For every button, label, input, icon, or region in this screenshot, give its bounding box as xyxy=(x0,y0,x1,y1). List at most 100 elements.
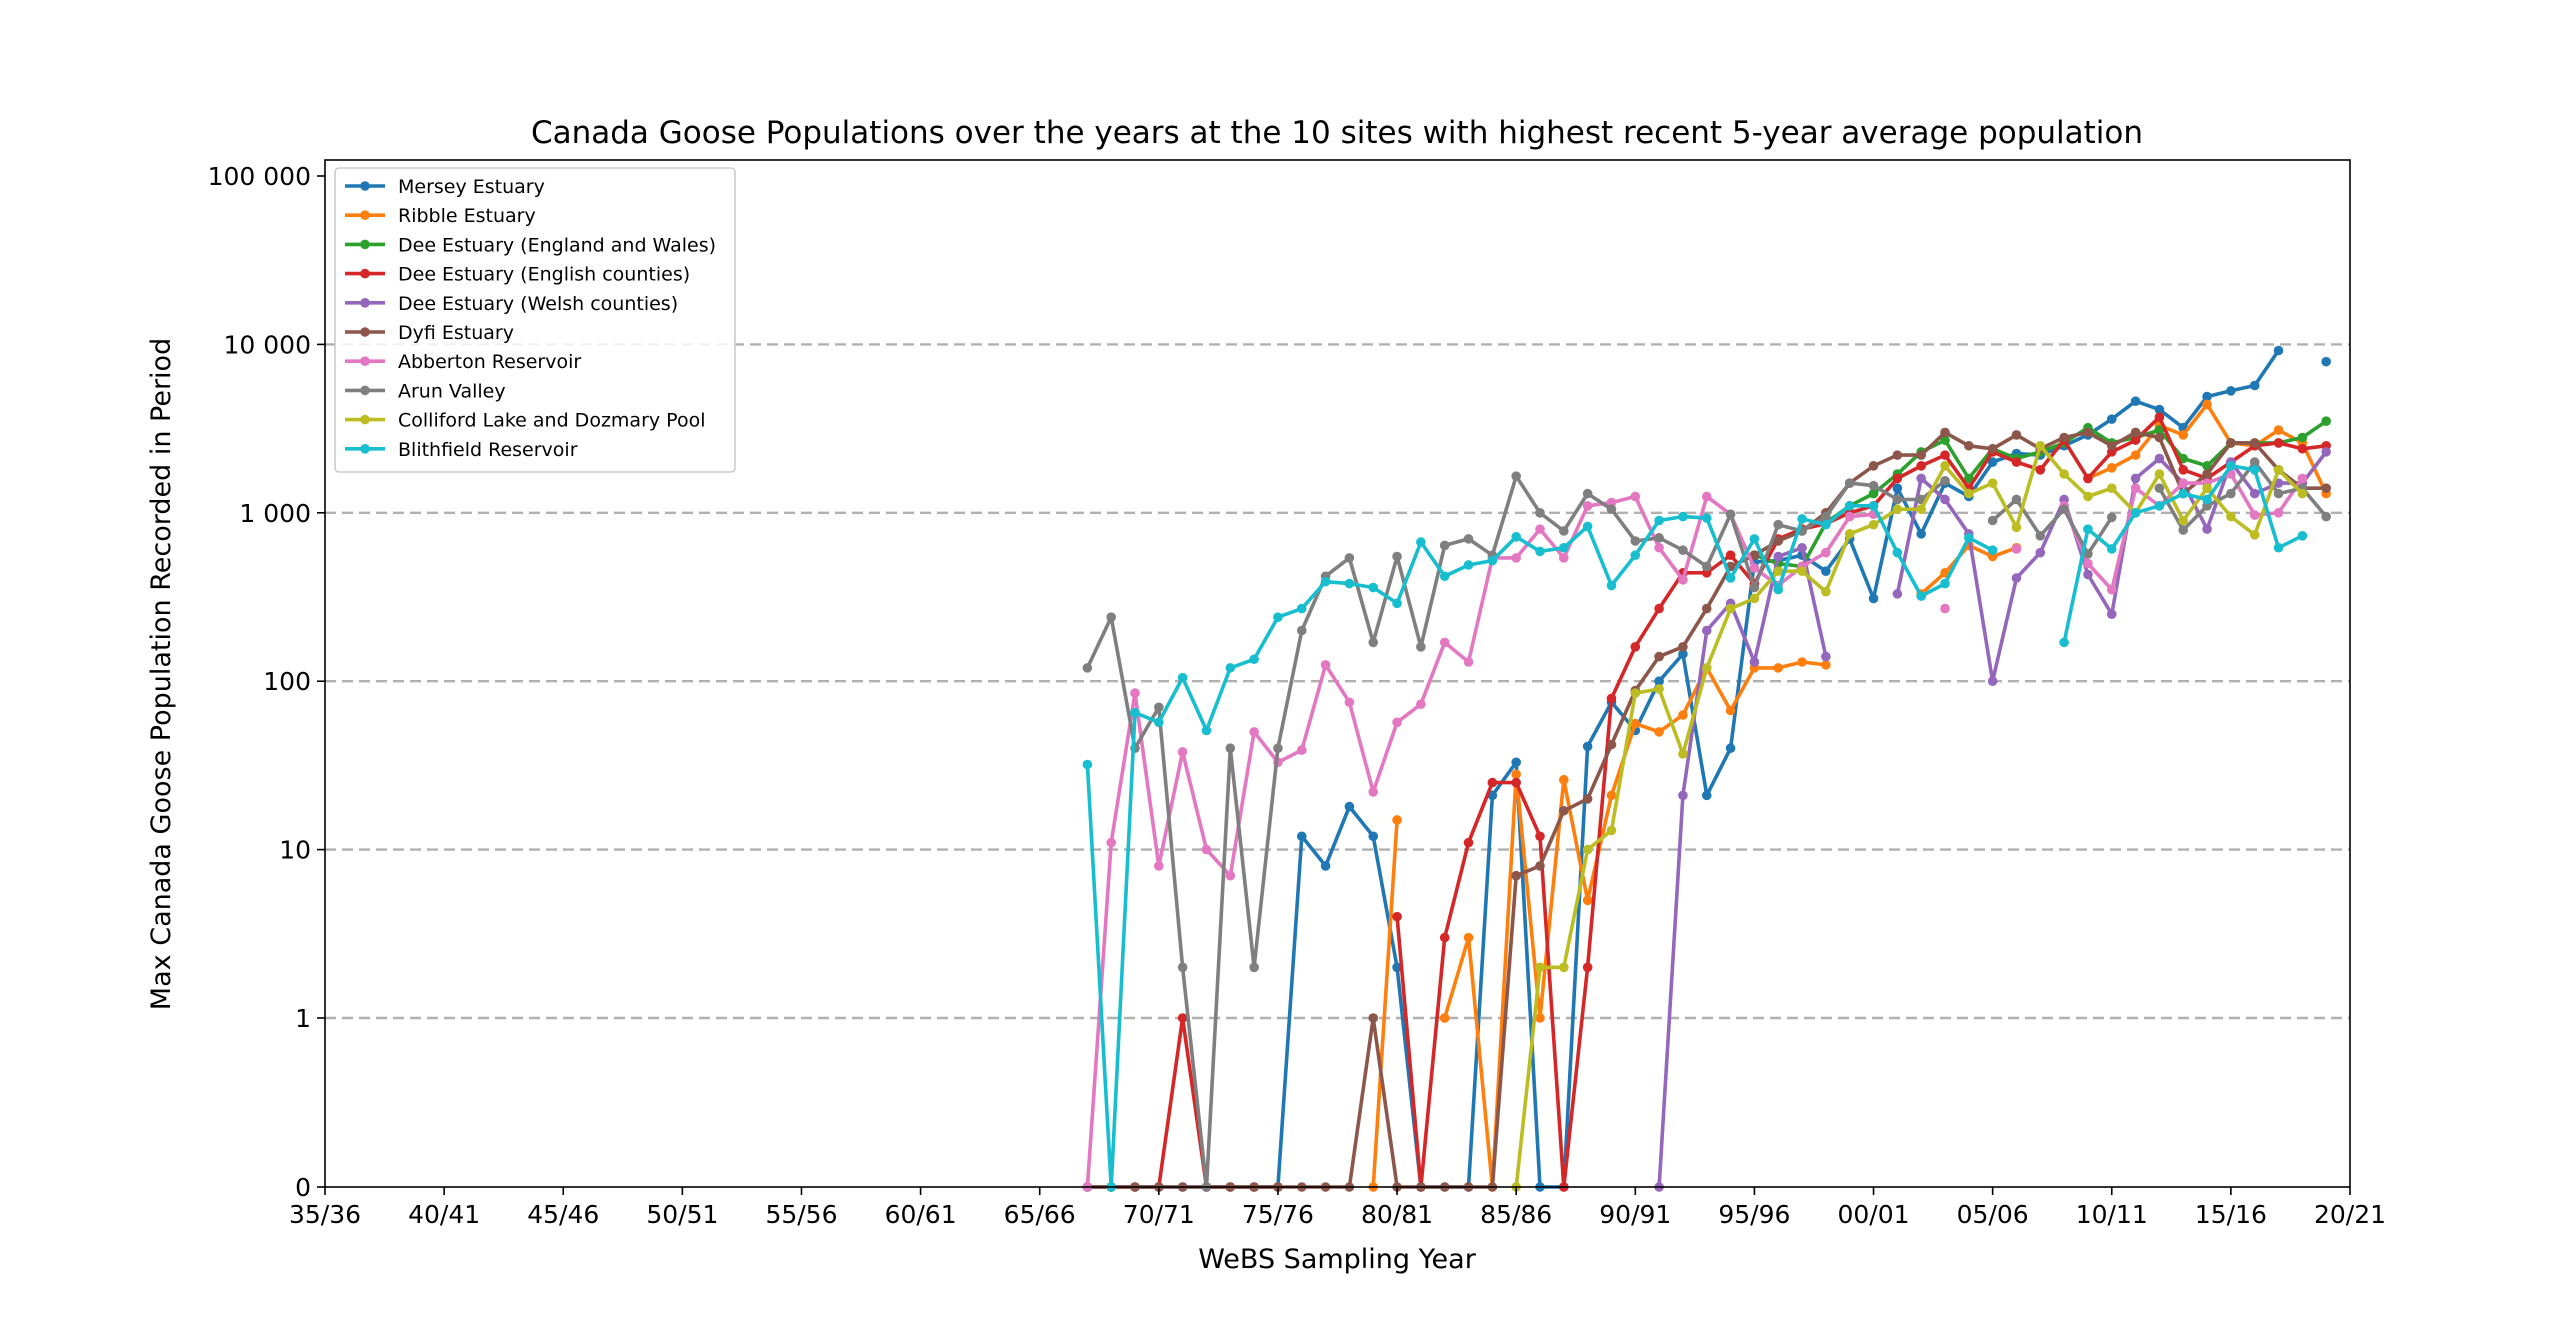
data-point xyxy=(2202,391,2212,402)
data-point xyxy=(2178,525,2189,535)
data-point xyxy=(1582,521,1593,532)
data-point xyxy=(1749,657,1760,667)
data-point xyxy=(1296,745,1307,755)
data-point xyxy=(2273,488,2284,499)
legend-item: Blithfield Reservoir xyxy=(345,439,578,461)
x-tick-label: 20/21 xyxy=(2314,1200,2386,1229)
data-point xyxy=(1559,553,1569,563)
data-point xyxy=(2249,488,2260,499)
data-point xyxy=(1654,533,1664,543)
data-point xyxy=(1940,435,1950,445)
data-point xyxy=(1344,578,1355,589)
data-point xyxy=(1606,739,1617,750)
data-point xyxy=(1582,741,1593,752)
data-point xyxy=(1701,790,1712,801)
series-line xyxy=(1514,444,2304,1188)
data-point xyxy=(1535,1013,1545,1023)
data-point xyxy=(2083,524,2093,534)
data-point xyxy=(1797,566,1807,576)
legend-label: Blithfield Reservoir xyxy=(398,439,578,461)
data-point xyxy=(1654,684,1664,694)
data-point xyxy=(2297,443,2308,454)
data-point xyxy=(1701,513,1712,523)
data-point xyxy=(2130,508,2141,518)
y-tick-label: 10 000 xyxy=(224,330,311,359)
x-tick-label: 90/91 xyxy=(1599,1200,1671,1229)
data-point xyxy=(1964,533,1974,543)
legend-marker xyxy=(360,444,370,454)
data-point xyxy=(2249,510,2260,520)
data-point xyxy=(1701,625,1712,636)
legend: Mersey Estuary Ribble Estuary Dee Estuary … xyxy=(334,167,736,473)
data-point xyxy=(2226,438,2236,448)
data-point xyxy=(1154,702,1164,713)
data-point xyxy=(1916,504,1926,515)
data-point xyxy=(1130,707,1140,718)
data-point xyxy=(1582,488,1593,499)
data-point xyxy=(2011,494,2022,505)
data-point xyxy=(1678,749,1688,759)
data-point xyxy=(1511,757,1521,768)
data-point xyxy=(1725,550,1736,561)
data-point xyxy=(1606,580,1617,591)
data-point xyxy=(1916,461,1926,471)
data-point xyxy=(1654,603,1664,614)
data-point xyxy=(1725,509,1736,520)
data-point xyxy=(1892,473,1903,484)
data-point xyxy=(2106,609,2117,619)
data-point xyxy=(1535,508,1545,518)
data-point xyxy=(2297,473,2308,484)
data-point xyxy=(1844,501,1855,511)
data-point xyxy=(1940,450,1950,460)
y-tick-label: 10 xyxy=(279,836,311,865)
data-point xyxy=(1392,911,1402,922)
data-point xyxy=(1201,844,1212,855)
y-tick-label: 1 xyxy=(295,1004,311,1033)
data-point xyxy=(1439,1013,1450,1023)
data-point xyxy=(2273,508,2284,518)
data-point xyxy=(2202,469,2212,479)
data-point xyxy=(1559,805,1569,816)
data-point xyxy=(1535,546,1545,557)
data-point xyxy=(1296,831,1307,842)
legend-marker xyxy=(360,181,370,191)
data-point xyxy=(1606,825,1617,836)
data-point xyxy=(1344,801,1355,812)
data-point xyxy=(1701,491,1712,502)
data-point xyxy=(1535,962,1545,973)
data-point xyxy=(1582,794,1593,804)
data-point xyxy=(1535,861,1545,871)
data-point xyxy=(2226,511,2236,522)
data-point xyxy=(2178,478,2189,488)
data-point xyxy=(1987,443,1998,454)
data-point xyxy=(1868,461,1879,471)
y-axis-ticks: 0 1 10 100 1 000 10 000 100 000 xyxy=(208,162,325,1202)
data-point xyxy=(1940,494,1950,505)
data-point xyxy=(1606,504,1617,515)
data-point xyxy=(1582,895,1593,906)
legend-marker xyxy=(360,327,370,337)
data-point xyxy=(1654,651,1664,662)
data-point xyxy=(1463,932,1474,943)
data-point xyxy=(1654,542,1664,553)
data-point xyxy=(1368,831,1379,842)
data-point xyxy=(1916,450,1926,460)
data-point xyxy=(1582,501,1593,511)
data-point xyxy=(1797,542,1807,553)
data-point xyxy=(1797,657,1807,667)
data-point xyxy=(2321,447,2331,457)
data-point xyxy=(1821,660,1831,670)
data-point xyxy=(1892,494,1903,505)
data-point xyxy=(2249,380,2260,391)
data-point xyxy=(2106,414,2117,424)
data-point xyxy=(1082,663,1093,673)
data-point xyxy=(2011,544,2022,554)
legend-marker xyxy=(360,356,370,367)
data-point xyxy=(1320,660,1331,670)
x-tick-label: 40/41 xyxy=(408,1200,480,1229)
data-point xyxy=(1487,555,1498,566)
data-point xyxy=(1439,540,1450,551)
data-point xyxy=(1201,725,1212,736)
data-point xyxy=(1177,747,1188,757)
data-point xyxy=(1559,526,1569,536)
